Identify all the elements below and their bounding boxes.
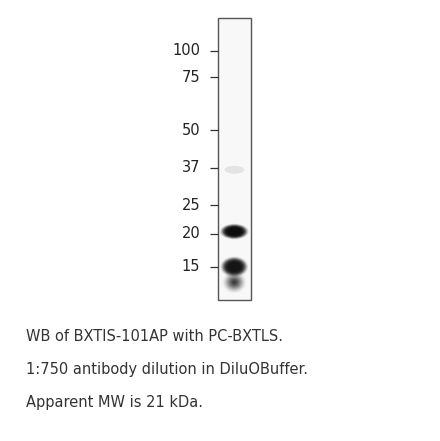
Ellipse shape [226, 227, 242, 236]
Ellipse shape [233, 266, 236, 268]
Ellipse shape [232, 265, 236, 268]
Ellipse shape [229, 229, 239, 234]
Ellipse shape [223, 272, 246, 292]
Text: 25: 25 [182, 198, 200, 213]
Ellipse shape [226, 261, 243, 273]
Text: 20: 20 [181, 226, 200, 241]
Ellipse shape [222, 258, 247, 276]
Text: 75: 75 [182, 70, 200, 85]
Ellipse shape [222, 258, 246, 276]
Ellipse shape [220, 257, 248, 277]
Ellipse shape [227, 275, 242, 289]
Ellipse shape [229, 263, 240, 271]
Ellipse shape [225, 227, 244, 236]
Bar [218, 18, 251, 300]
Text: 100: 100 [172, 43, 200, 58]
Ellipse shape [227, 262, 242, 272]
Ellipse shape [224, 226, 244, 237]
Text: Apparent MW is 21 kDa.: Apparent MW is 21 kDa. [26, 395, 203, 410]
Ellipse shape [224, 259, 245, 274]
Ellipse shape [221, 224, 247, 239]
Ellipse shape [227, 228, 241, 235]
Ellipse shape [223, 225, 246, 238]
Ellipse shape [229, 229, 240, 234]
Ellipse shape [222, 225, 247, 238]
Ellipse shape [225, 260, 243, 273]
Ellipse shape [234, 231, 235, 232]
Text: WB of BXTIS-101AP with PC-BXTLS.: WB of BXTIS-101AP with PC-BXTLS. [26, 329, 283, 344]
Ellipse shape [228, 228, 241, 235]
Ellipse shape [229, 263, 239, 270]
Ellipse shape [225, 274, 243, 291]
Ellipse shape [221, 224, 248, 239]
Ellipse shape [231, 264, 238, 269]
Ellipse shape [224, 259, 245, 275]
Ellipse shape [224, 273, 244, 292]
Ellipse shape [230, 278, 239, 287]
Ellipse shape [232, 230, 237, 233]
Ellipse shape [231, 230, 238, 233]
Ellipse shape [220, 224, 249, 239]
Ellipse shape [232, 280, 237, 284]
Ellipse shape [227, 276, 241, 288]
Ellipse shape [227, 262, 241, 272]
Text: 1:750 antibody dilution in DiluOBuffer.: 1:750 antibody dilution in DiluOBuffer. [26, 362, 308, 377]
Ellipse shape [227, 261, 242, 273]
Ellipse shape [231, 279, 238, 285]
Text: 37: 37 [182, 160, 200, 175]
Ellipse shape [228, 262, 240, 271]
Ellipse shape [226, 227, 243, 236]
Ellipse shape [229, 263, 239, 270]
Ellipse shape [223, 258, 246, 275]
Ellipse shape [230, 264, 238, 270]
Text: 50: 50 [182, 123, 200, 138]
Ellipse shape [230, 229, 239, 234]
Text: 15: 15 [182, 259, 200, 274]
Ellipse shape [233, 231, 236, 232]
Ellipse shape [233, 281, 236, 284]
Ellipse shape [225, 260, 244, 274]
Ellipse shape [223, 225, 246, 238]
Ellipse shape [224, 166, 244, 174]
Ellipse shape [232, 231, 236, 232]
Ellipse shape [231, 265, 238, 269]
Ellipse shape [234, 266, 235, 267]
Ellipse shape [227, 228, 242, 235]
Ellipse shape [224, 226, 245, 237]
Ellipse shape [231, 229, 238, 234]
Ellipse shape [229, 277, 240, 288]
Ellipse shape [232, 265, 237, 269]
Ellipse shape [221, 257, 247, 277]
Ellipse shape [229, 228, 240, 235]
